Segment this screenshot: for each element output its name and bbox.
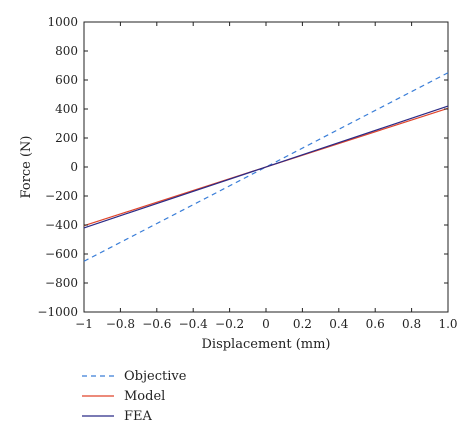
legend-label-fea: FEA bbox=[124, 409, 153, 424]
series-line-fea bbox=[83, 105, 449, 229]
legend: Objective Model FEA bbox=[82, 369, 187, 424]
y-tick-label: 600 bbox=[55, 73, 78, 87]
y-tick-label: −400 bbox=[45, 218, 78, 232]
legend-label-objective: Objective bbox=[124, 369, 187, 384]
x-tick-label: 1.0 bbox=[438, 317, 457, 331]
x-tick-label: 0.2 bbox=[293, 317, 312, 331]
y-tick-label: −600 bbox=[45, 247, 78, 261]
y-tick-label: −200 bbox=[45, 189, 78, 203]
x-axis-label: Displacement (mm) bbox=[201, 337, 330, 352]
y-tick-label: 200 bbox=[55, 131, 78, 145]
axis-ticks: −1 −0.8 −0.6 −0.4 −0.2 0 0.2 0.4 0.6 0.8 1.0 −1000 −… bbox=[37, 15, 457, 331]
plot-area bbox=[83, 21, 449, 313]
x-tick-label: −0.4 bbox=[179, 317, 209, 331]
legend-label-model: Model bbox=[124, 389, 165, 404]
y-tick-label: 0 bbox=[70, 160, 78, 174]
x-tick-label: −0.6 bbox=[142, 317, 171, 331]
y-tick-label: 1000 bbox=[47, 15, 78, 29]
y-axis-label: Force (N) bbox=[19, 136, 34, 199]
x-tick-label: 0.8 bbox=[402, 317, 421, 331]
y-tick-label: −800 bbox=[45, 276, 78, 290]
x-tick-label: 0.4 bbox=[329, 317, 348, 331]
y-tick-label: 400 bbox=[55, 102, 78, 116]
x-tick-label: 0.6 bbox=[366, 317, 385, 331]
x-tick-label: −0.2 bbox=[215, 317, 244, 331]
y-tick-label: −1000 bbox=[37, 305, 78, 319]
x-tick-label: −1 bbox=[75, 317, 93, 331]
y-tick-label: 800 bbox=[55, 44, 78, 58]
x-tick-label: 0 bbox=[262, 317, 270, 331]
x-tick-label: −0.8 bbox=[106, 317, 135, 331]
